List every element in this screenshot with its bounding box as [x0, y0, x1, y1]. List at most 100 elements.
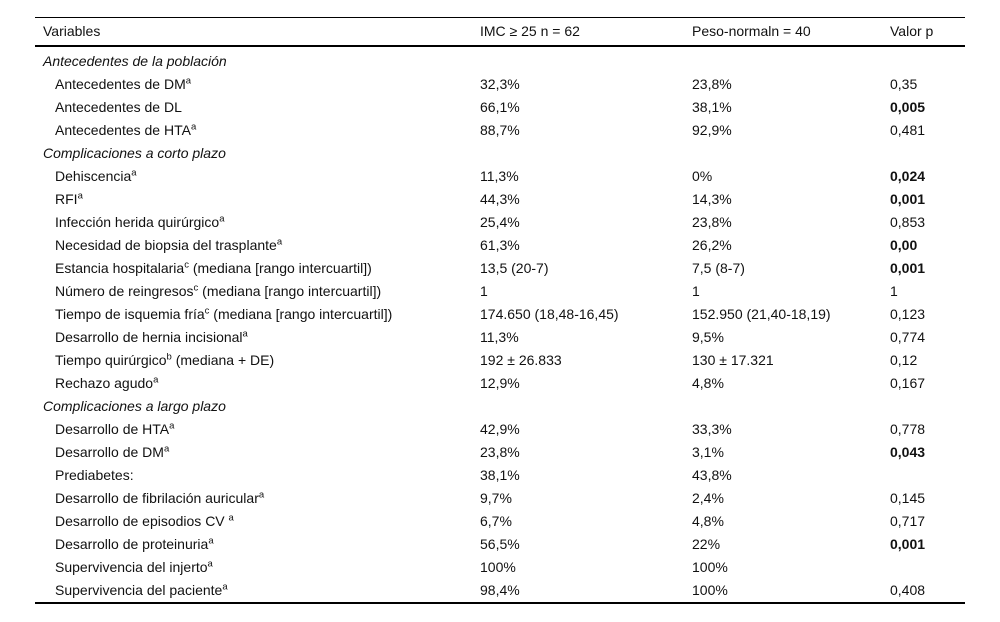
variable-label: Dehiscenciaa: [55, 166, 137, 184]
variable-label: Necesidad de biopsia del trasplantea: [55, 235, 283, 253]
peso-normal-value: 4,8%: [692, 374, 724, 391]
table-row: Prediabetes: 38,1% 43,8%: [35, 464, 965, 487]
variable-label: Desarrollo de fibrilación auriculara: [55, 488, 265, 506]
p-value: 0,778: [890, 420, 926, 437]
variable-label: Número de reingresosc (mediana [rango in…: [55, 281, 382, 299]
imc-value: 192 ± 26.833: [480, 351, 562, 368]
peso-normal-value: 0%: [692, 167, 713, 184]
imc-value: 61,3%: [480, 236, 520, 253]
table-row: Número de reingresosc (mediana [rango in…: [35, 280, 965, 303]
peso-normal-value: 92,9%: [692, 121, 732, 138]
variable-label: Desarrollo de proteinuriaa: [55, 534, 214, 552]
variable-label: Desarrollo de hernia incisionala: [55, 327, 248, 345]
variable-label: Desarrollo de HTAa: [55, 419, 175, 437]
variable-label: Infección herida quirúrgicoa: [55, 212, 225, 230]
p-value: [890, 556, 965, 579]
imc-value: 6,7%: [480, 512, 512, 529]
table-row: Desarrollo de hernia incisionala 11,3% 9,5…: [35, 326, 965, 349]
p-value: 0,12: [890, 351, 918, 368]
p-value: 0,043: [890, 443, 926, 460]
column-header-variables: Variables: [35, 17, 480, 47]
table-row: Dehiscenciaa 11,3% 0% 0,024: [35, 165, 965, 188]
section-row: Complicaciones a largo plazo: [35, 395, 965, 418]
table-row: Desarrollo de HTAa 42,9% 33,3% 0,778: [35, 418, 965, 441]
imc-value: 100%: [480, 558, 516, 575]
table-row: Desarrollo de proteinuriaa 56,5% 22% 0,001: [35, 533, 965, 556]
table-row: Rechazo agudoa 12,9% 4,8% 0,167: [35, 372, 965, 395]
p-value: 0,024: [890, 167, 926, 184]
imc-value: 38,1%: [480, 466, 520, 483]
column-header-valor-p: Valor p: [890, 17, 965, 47]
variable-label: Rechazo agudoa: [55, 373, 159, 391]
section-label: Antecedentes de la población: [43, 52, 227, 69]
variable-label: Desarrollo de episodios CV a: [55, 511, 234, 529]
column-header-peso-normal: Peso-normaln = 40: [692, 17, 890, 47]
table-row: Antecedentes de DL 66,1% 38,1% 0,005: [35, 96, 965, 119]
table-row: Necesidad de biopsia del trasplantea 61,3…: [35, 234, 965, 257]
p-value: 0,00: [890, 236, 918, 253]
variable-label: Tiempo de isquemia fríac (mediana [rango…: [55, 304, 393, 322]
peso-normal-value: 100%: [692, 581, 728, 598]
peso-normal-value: 152.950 (21,40-18,19): [692, 305, 831, 322]
peso-normal-value: 22%: [692, 535, 721, 552]
variable-label: Antecedentes de DMa: [55, 74, 192, 92]
imc-value: 1: [480, 282, 488, 299]
imc-value: 56,5%: [480, 535, 520, 552]
footnote-marker: a: [153, 373, 159, 385]
peso-normal-value: 43,8%: [692, 466, 732, 483]
peso-normal-value: 7,5 (8-7): [692, 259, 745, 276]
section-label: Complicaciones a largo plazo: [43, 397, 226, 414]
p-value: 0,481: [890, 121, 926, 138]
table-row: Desarrollo de fibrilación auriculara 9,7%…: [35, 487, 965, 510]
table-row: RFIa 44,3% 14,3% 0,001: [35, 188, 965, 211]
footnote-marker: a: [207, 557, 213, 569]
variable-label: Supervivencia del pacientea: [55, 580, 228, 598]
variable-label: Antecedentes de DL: [55, 98, 182, 115]
footnote-marker: a: [169, 419, 175, 431]
peso-normal-value: 130 ± 17.321: [692, 351, 774, 368]
table-body: Antecedentes de la población Antecedentes…: [35, 46, 965, 603]
peso-normal-value: 33,3%: [692, 420, 732, 437]
table-header: Variables IMC ≥ 25 n = 62 Peso-normaln =…: [35, 17, 965, 47]
results-table-container: Variables IMC ≥ 25 n = 62 Peso-normaln =…: [35, 17, 965, 604]
imc-value: 98,4%: [480, 581, 520, 598]
p-value: 0,001: [890, 535, 926, 552]
imc-value: 13,5 (20-7): [480, 259, 549, 276]
table-row: Estancia hospitalariac (mediana [rango i…: [35, 257, 965, 280]
variable-label: RFIa: [55, 189, 83, 207]
peso-normal-value: 4,8%: [692, 512, 724, 529]
p-value: 0,853: [890, 213, 926, 230]
section-row: Complicaciones a corto plazo: [35, 142, 965, 165]
p-value: 0,145: [890, 489, 926, 506]
p-value: 0,005: [890, 98, 926, 115]
footnote-marker: a: [242, 327, 248, 339]
footnote-marker: a: [219, 212, 225, 224]
imc-value: 12,9%: [480, 374, 520, 391]
p-value: 0,717: [890, 512, 926, 529]
imc-value: 42,9%: [480, 420, 520, 437]
footnote-marker: a: [258, 488, 265, 500]
section-row: Antecedentes de la población: [35, 46, 965, 73]
p-value: 0,001: [890, 190, 926, 207]
peso-normal-value: 9,5%: [692, 328, 724, 345]
imc-value: 88,7%: [480, 121, 520, 138]
table-row: Supervivencia del pacientea 98,4% 100% 0,40…: [35, 579, 965, 603]
variable-label: Antecedentes de HTAa: [55, 120, 197, 138]
peso-normal-value: 1: [692, 282, 700, 299]
footnote-marker: c: [193, 281, 199, 293]
imc-value: 66,1%: [480, 98, 520, 115]
table-row: Desarrollo de DMa 23,8% 3,1% 0,043: [35, 441, 965, 464]
peso-normal-value: 3,1%: [692, 443, 724, 460]
table-row: Infección herida quirúrgicoa 25,4% 23,8% 0,…: [35, 211, 965, 234]
variable-label: Tiempo quirúrgicob (mediana + DE): [55, 350, 275, 368]
imc-value: 23,8%: [480, 443, 520, 460]
p-value: 0,774: [890, 328, 926, 345]
peso-normal-value: 23,8%: [692, 75, 732, 92]
imc-value: 32,3%: [480, 75, 520, 92]
p-value: 0,167: [890, 374, 926, 391]
table-row: Antecedentes de DMa 32,3% 23,8% 0,35: [35, 73, 965, 96]
imc-value: 174.650 (18,48-16,45): [480, 305, 619, 322]
imc-value: 11,3%: [480, 167, 519, 184]
footnote-marker: a: [276, 235, 283, 247]
header-row: Variables IMC ≥ 25 n = 62 Peso-normaln =…: [35, 17, 965, 47]
